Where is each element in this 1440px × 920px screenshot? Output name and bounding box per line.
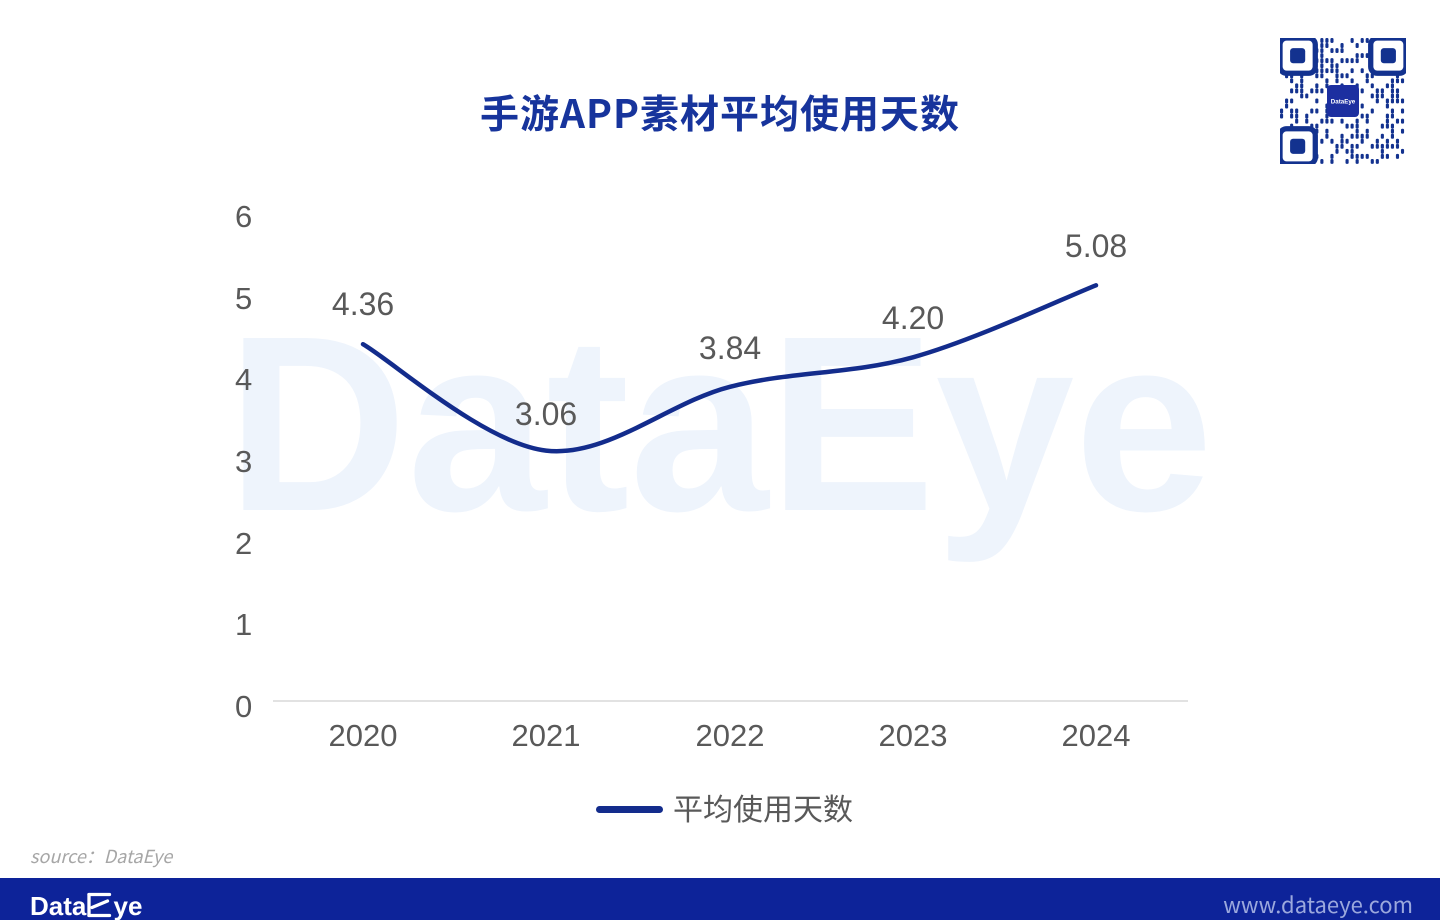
svg-text:DataEye: DataEye [1331, 99, 1356, 106]
svg-text:ye: ye [114, 891, 143, 920]
svg-text:Data: Data [30, 891, 87, 920]
